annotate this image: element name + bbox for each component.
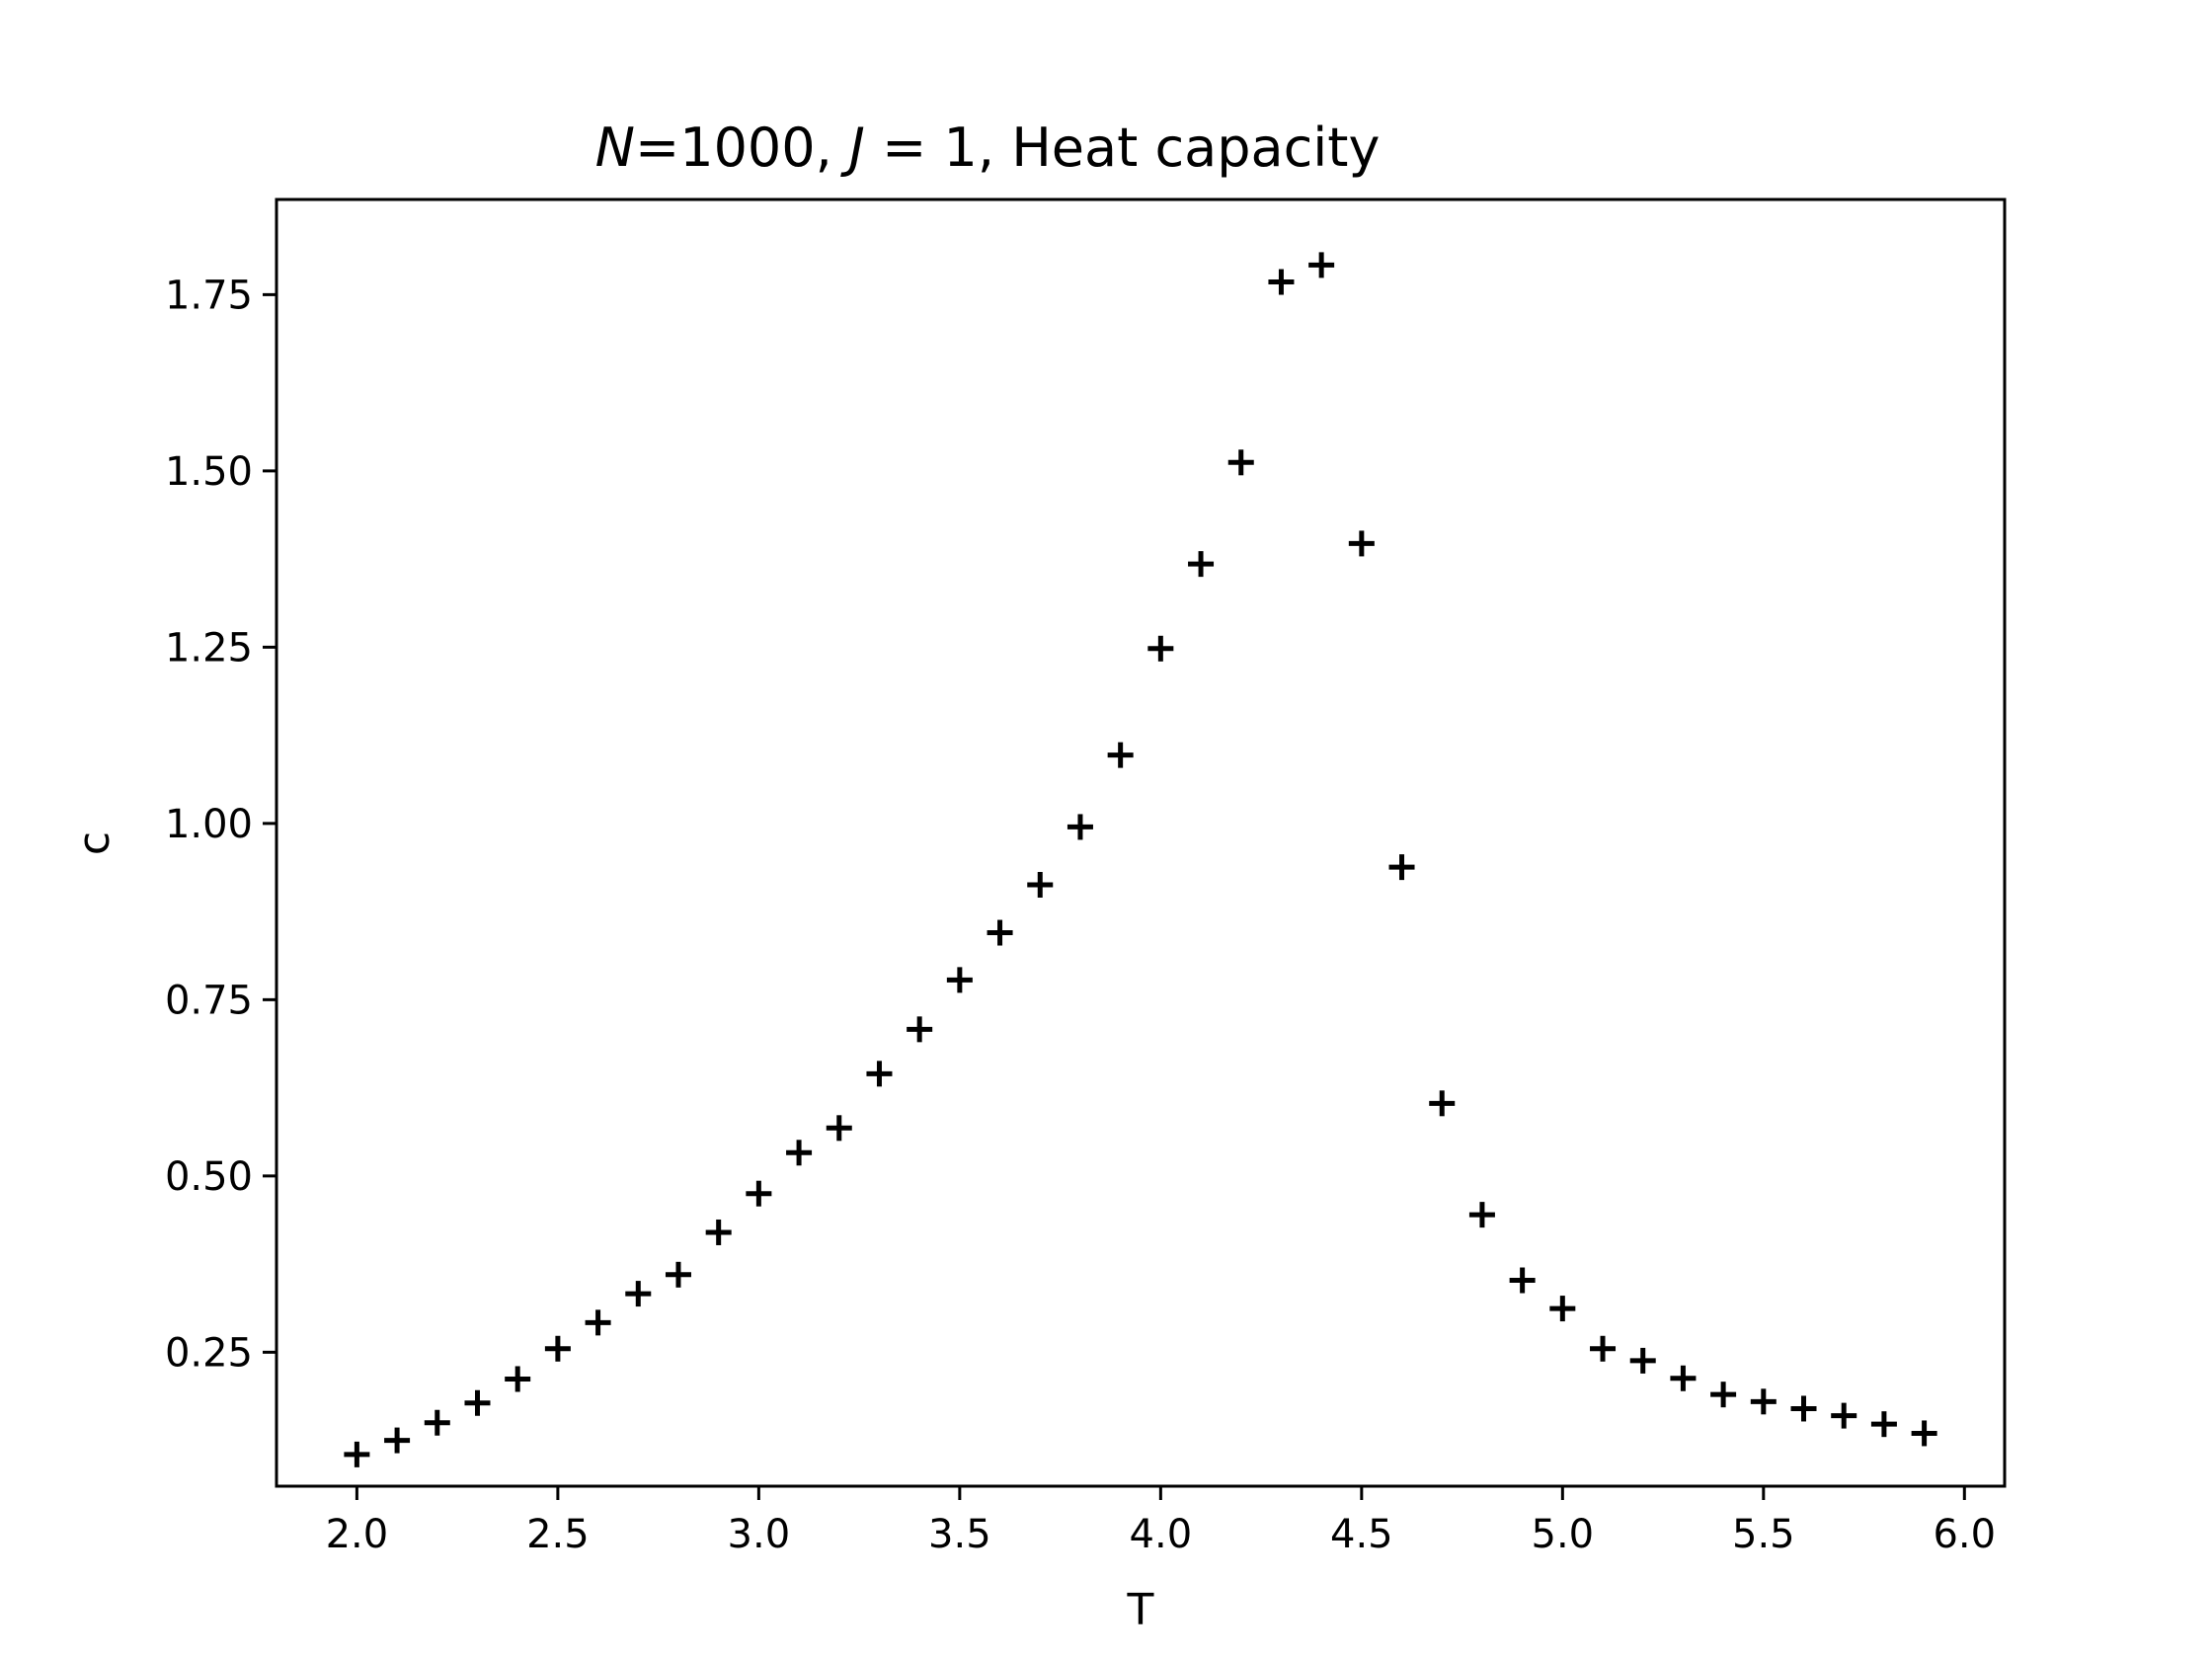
data-point bbox=[907, 1016, 933, 1043]
y-tick-label: 0.75 bbox=[165, 978, 253, 1023]
data-point bbox=[1790, 1395, 1817, 1422]
data-point bbox=[384, 1427, 411, 1454]
data-point bbox=[1429, 1090, 1456, 1117]
data-point bbox=[544, 1335, 571, 1362]
x-tick-label: 3.0 bbox=[728, 1512, 791, 1557]
data-point bbox=[1227, 449, 1254, 476]
data-point bbox=[1188, 551, 1215, 578]
data-point bbox=[1549, 1296, 1576, 1322]
data-point bbox=[1348, 530, 1375, 557]
x-axis-label: T bbox=[1127, 1585, 1154, 1635]
data-point bbox=[625, 1281, 652, 1307]
data-point bbox=[585, 1309, 611, 1336]
data-point bbox=[1468, 1202, 1495, 1228]
y-tick-label: 1.00 bbox=[165, 802, 253, 847]
y-tick-label: 0.50 bbox=[165, 1154, 253, 1200]
title-n-symbol: N bbox=[595, 117, 635, 179]
x-tick-label: 2.0 bbox=[326, 1512, 389, 1557]
data-point bbox=[1670, 1365, 1697, 1391]
data-point bbox=[1710, 1382, 1737, 1408]
x-tick-label: 4.0 bbox=[1130, 1512, 1193, 1557]
data-point bbox=[505, 1366, 531, 1392]
x-tick-label: 4.5 bbox=[1330, 1512, 1393, 1557]
data-point bbox=[1308, 252, 1335, 278]
data-point bbox=[705, 1219, 732, 1245]
data-point bbox=[1870, 1411, 1897, 1438]
data-point bbox=[464, 1389, 491, 1416]
data-point bbox=[1629, 1347, 1656, 1374]
data-point bbox=[1590, 1335, 1617, 1362]
data-point bbox=[424, 1409, 450, 1436]
x-tick-label: 5.5 bbox=[1732, 1512, 1795, 1557]
title-tail: , Heat capacity bbox=[978, 117, 1381, 179]
title-n-part: =1000, bbox=[635, 117, 849, 179]
data-point bbox=[1509, 1267, 1536, 1294]
x-tick-label: 2.5 bbox=[526, 1512, 590, 1557]
data-point bbox=[1388, 854, 1415, 881]
data-point bbox=[1268, 269, 1295, 295]
x-axis: 2.0 2.5 3.0 3.5 4.0 4.5 5.0 5.5 6.0 bbox=[326, 1486, 1996, 1557]
y-axis-label: c bbox=[69, 831, 119, 855]
data-point bbox=[987, 919, 1013, 946]
data-point bbox=[1831, 1402, 1857, 1429]
data-point bbox=[1147, 635, 1174, 662]
data-point bbox=[946, 967, 973, 993]
data-point bbox=[1107, 742, 1134, 768]
chart-title: N=1000, J = 1, Heat capacity bbox=[595, 117, 1381, 179]
plot-area bbox=[344, 252, 1937, 1467]
y-tick-label: 0.25 bbox=[165, 1330, 253, 1376]
title-j-part: = 1 bbox=[865, 117, 978, 179]
x-tick-label: 6.0 bbox=[1933, 1512, 1996, 1557]
data-point bbox=[1911, 1420, 1937, 1447]
data-point bbox=[1066, 814, 1093, 840]
x-tick-label: 3.5 bbox=[928, 1512, 991, 1557]
data-point bbox=[1027, 871, 1054, 898]
y-tick-label: 1.50 bbox=[165, 449, 253, 495]
data-point bbox=[1750, 1388, 1777, 1415]
data-point bbox=[344, 1441, 370, 1467]
data-point bbox=[826, 1115, 852, 1142]
data-point bbox=[665, 1261, 691, 1288]
y-tick-label: 1.25 bbox=[165, 625, 253, 671]
y-axis: 0.25 0.50 0.75 1.00 1.25 1.50 1.75 bbox=[165, 273, 276, 1376]
x-tick-label: 5.0 bbox=[1532, 1512, 1595, 1557]
plot-frame bbox=[275, 198, 2007, 1488]
data-point bbox=[746, 1180, 772, 1207]
y-tick-label: 1.75 bbox=[165, 273, 253, 318]
data-point bbox=[866, 1061, 893, 1087]
data-point bbox=[786, 1140, 813, 1166]
